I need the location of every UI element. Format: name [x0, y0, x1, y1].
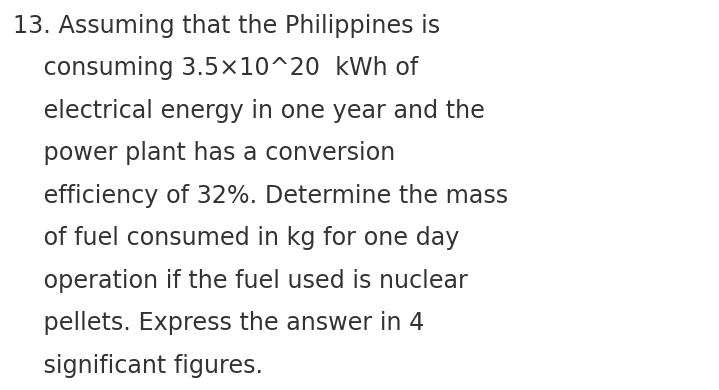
- Text: of fuel consumed in kg for one day: of fuel consumed in kg for one day: [13, 226, 459, 250]
- Text: significant figures.: significant figures.: [13, 354, 263, 378]
- Text: power plant has a conversion: power plant has a conversion: [13, 141, 395, 165]
- Text: efficiency of 32%. Determine the mass: efficiency of 32%. Determine the mass: [13, 184, 508, 208]
- Text: electrical energy in one year and the: electrical energy in one year and the: [13, 99, 485, 123]
- Text: 13. Assuming that the Philippines is: 13. Assuming that the Philippines is: [13, 14, 440, 38]
- Text: pellets. Express the answer in 4: pellets. Express the answer in 4: [13, 311, 424, 335]
- Text: consuming 3.5×10^20  kWh of: consuming 3.5×10^20 kWh of: [13, 56, 418, 80]
- Text: operation if the fuel used is nuclear: operation if the fuel used is nuclear: [13, 269, 468, 293]
